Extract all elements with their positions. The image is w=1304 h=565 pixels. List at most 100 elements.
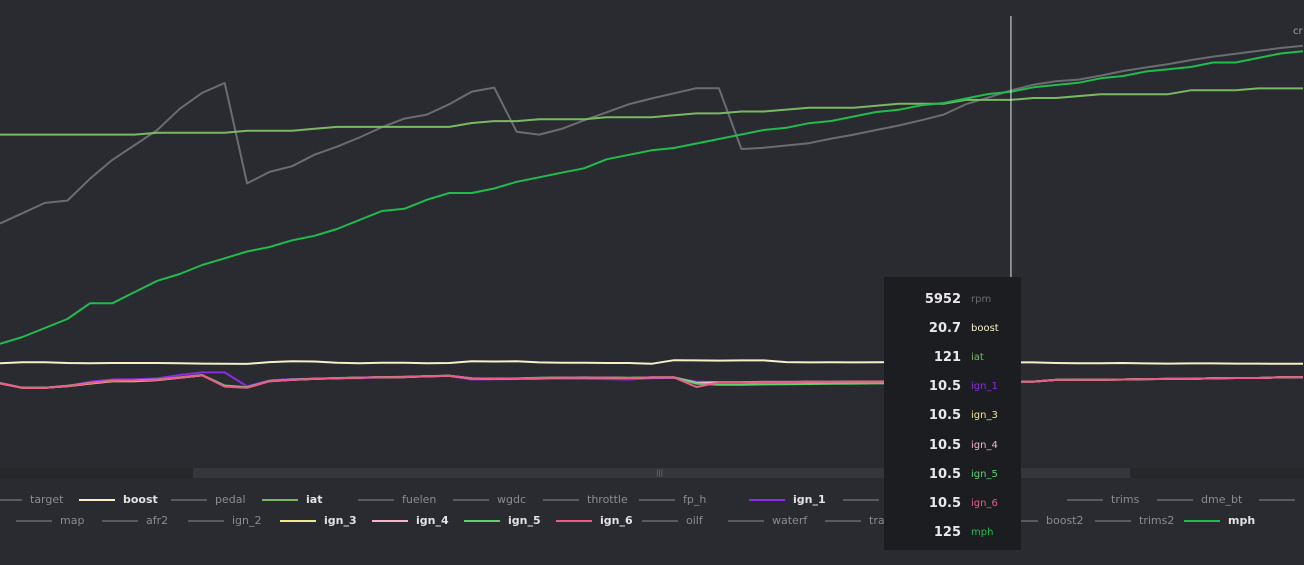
tooltip-series-name: ign_4 [971,439,998,451]
legend-item-trims[interactable]: trims [1067,493,1139,506]
legend-label: mph [1228,514,1256,527]
tooltip-value: 10.5 [928,379,961,395]
legend-item-meth[interactable]: meth [1259,493,1304,506]
legend-item-oilf[interactable]: oilf [642,514,703,527]
legend-label: waterf [772,514,808,527]
legend-label: ign_5 [508,514,541,527]
legend-swatch [372,519,408,522]
legend-swatch [825,519,861,522]
tooltip-series-name: mph [971,526,994,538]
legend-swatch [1095,519,1131,522]
tooltip-row-rpm: 5952 rpm [884,290,1021,310]
legend-label: fp_h [683,493,707,506]
legend-label: trims [1111,493,1140,506]
legend-swatch [16,519,52,522]
legend-item-ign_3[interactable]: ign_3 [280,514,357,527]
chart-scrollbar[interactable]: ||| [0,468,1304,478]
legend-item-target[interactable]: target [0,493,63,506]
legend-swatch [262,498,298,501]
legend-item-boost[interactable]: boost [79,493,158,506]
legend-swatch [188,519,224,522]
legend-label: boost2 [1046,514,1084,527]
legend-label: pedal [215,493,246,506]
legend-label: throttle [587,493,628,506]
tooltip-value: 5952 [924,292,961,307]
tooltip-value: 20.7 [928,321,961,337]
tooltip-series-name: ign_3 [971,410,998,422]
tooltip-row-ign_6: 10.5 ign_6 [884,494,1021,514]
legend-item-ign_2[interactable]: ign_2 [188,514,262,527]
legend-item-ign_4[interactable]: ign_4 [372,514,449,527]
legend-swatch [1259,498,1295,501]
legend-item-throttle[interactable]: throttle [543,493,628,506]
cursor-tooltip: 5952 rpm 20.7 boost 121 iat 10.5 ign_1 10.5 ign_3… [884,277,1021,550]
legend-label: ign_1 [793,493,826,506]
legend-swatch [464,519,500,522]
tooltip-row-iat: 121 iat [884,348,1021,368]
legend-label: target [30,493,64,506]
legend-label: tra [869,514,885,527]
tooltip-row-ign_5: 10.5 ign_5 [884,465,1021,485]
legend-label: trims2 [1139,514,1175,527]
tooltip-value: 10.5 [928,495,961,511]
legend-label: dme_bt [1201,493,1243,506]
legend-swatch [556,519,592,522]
tooltip-series-name: boost [971,323,999,335]
legend-item-fuelen[interactable]: fuelen [358,493,436,506]
legend-label: ign_4 [416,514,449,527]
tooltip-series-name: ign_5 [971,468,998,480]
legend-swatch [171,498,207,501]
legend-label: map [60,514,85,527]
tooltip-value: 10.5 [928,437,961,453]
legend-label: fuelen [402,493,437,506]
legend-swatch [642,519,678,522]
legend-label: afr2 [146,514,169,527]
tooltip-value: 10.5 [928,466,961,482]
legend-item-ign_5[interactable]: ign_5 [464,514,541,527]
legend-item-map[interactable]: map [16,514,84,527]
legend-item-fp_h[interactable]: fp_h [639,493,706,506]
legend-swatch [453,498,489,501]
legend-swatch [543,498,579,501]
tooltip-series-name: iat [971,352,984,364]
legend-swatch [1184,519,1220,522]
legend-label: ign_2 [232,514,262,527]
legend-swatch [1157,498,1193,501]
tooltip-row-ign_3: 10.5 ign_3 [884,406,1021,426]
legend-item-dme_bt[interactable]: dme_bt [1157,493,1242,506]
legend-label: boost [123,493,158,506]
tooltip-value: 125 [933,524,961,540]
tooltip-row-boost: 20.7 boost [884,319,1021,339]
legend-item-ign_6[interactable]: ign_6 [556,514,633,527]
legend-swatch [0,498,22,501]
tooltip-row-ign_4: 10.5 ign_4 [884,436,1021,456]
legend-item-waterf[interactable]: waterf [728,514,807,527]
legend-swatch [280,519,316,522]
tooltip-series-name: ign_1 [971,381,998,393]
legend-label: oilf [686,514,703,527]
legend-item-iat[interactable]: iat [262,493,322,506]
legend-item-wgdc[interactable]: wgdc [453,493,526,506]
legend-swatch [639,498,675,501]
scroll-grip-icon[interactable]: ||| [656,469,664,477]
legend-swatch [79,498,115,501]
legend-swatch [358,498,394,501]
series-line-iat [0,87,1303,136]
legend-item-ign_1[interactable]: ign_1 [749,493,826,506]
legend-item-mph[interactable]: mph [1184,514,1255,527]
tooltip-series-name: ign_6 [971,497,998,509]
series-line-ign_6 [0,374,1304,389]
tooltip-row-mph: 125 mph [884,523,1021,543]
tooltip-value: 10.5 [928,408,961,424]
legend-swatch [728,519,764,522]
legend-item-pedal[interactable]: pedal [171,493,246,506]
tooltip-value: 121 [933,350,961,366]
scroll-thumb[interactable]: ||| [193,468,1130,478]
series-line-mph [0,50,1304,345]
legend-swatch [749,498,785,501]
line-chart[interactable] [0,0,1304,470]
legend-item-trims2[interactable]: trims2 [1095,514,1174,527]
tooltip-series-name: rpm [971,294,992,305]
legend-item-tra[interactable]: tra [825,514,885,527]
legend-item-afr2[interactable]: afr2 [102,514,168,527]
